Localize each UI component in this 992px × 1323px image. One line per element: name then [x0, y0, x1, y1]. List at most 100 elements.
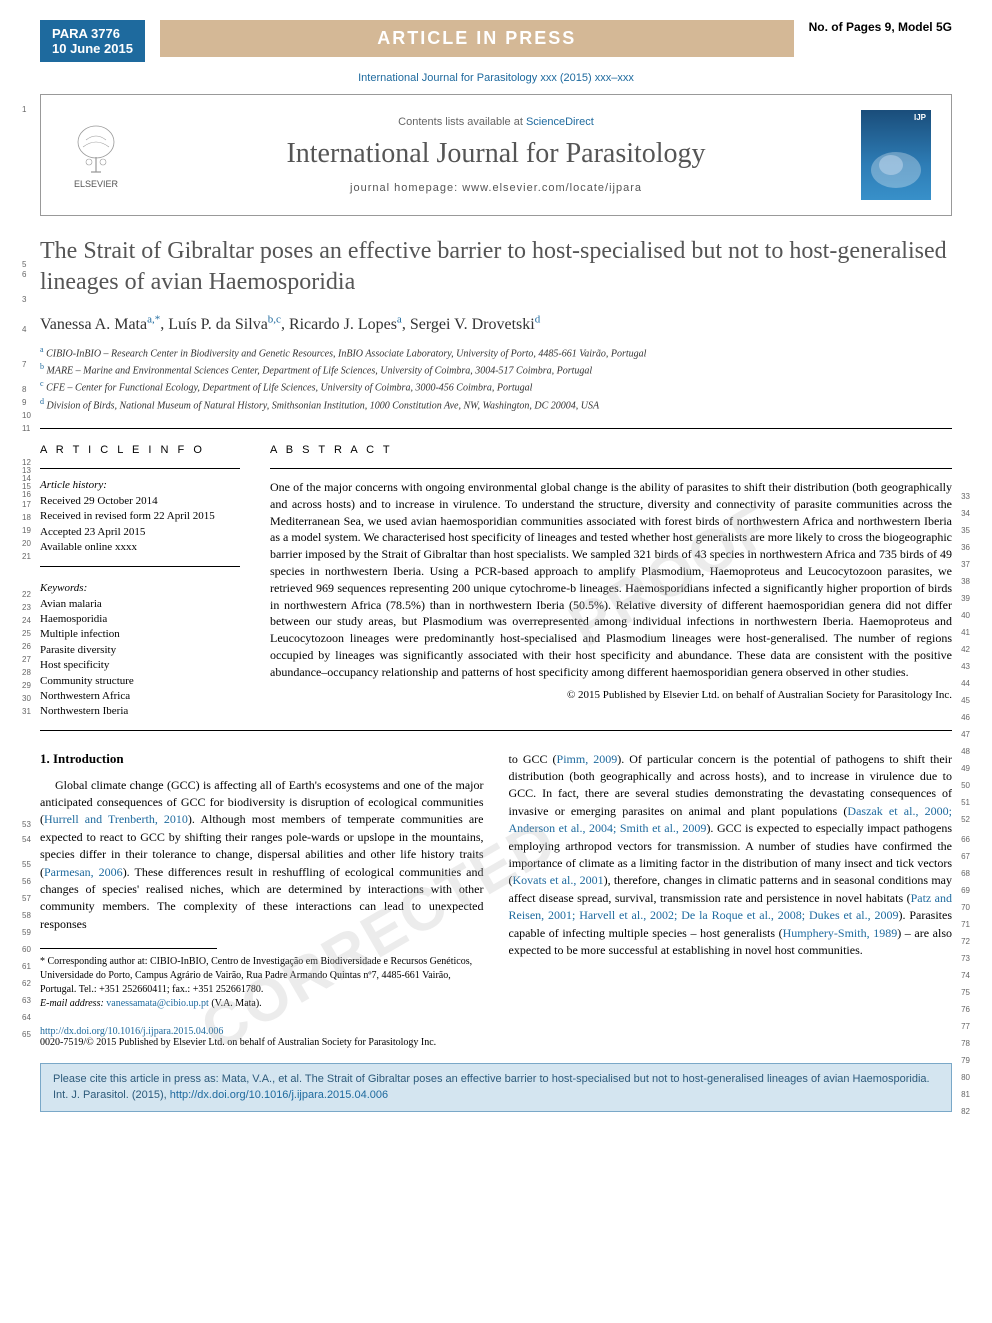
keyword-0: Avian malaria [40, 597, 240, 612]
line-num: 73 [961, 954, 970, 963]
article-info-heading: A R T I C L E I N F O [40, 444, 240, 456]
affiliation-a: a CIBIO-InBIO – Research Center in Biodi… [40, 344, 952, 361]
cite-pimm[interactable]: Pimm, 2009 [557, 752, 618, 766]
line-num: 41 [961, 628, 970, 637]
line-num: 6 [22, 270, 26, 279]
revised-date: Received in revised form 22 April 2015 [40, 509, 240, 524]
keyword-2: Multiple infection [40, 627, 240, 642]
corresponding-author-footnote: * Corresponding author at: CIBIO-InBIO, … [40, 955, 484, 997]
author-0: Vanessa A. Mataa,* [40, 316, 160, 333]
email-label: E-mail address: [40, 998, 106, 1009]
line-num: 5 [22, 260, 26, 269]
line-num: 67 [961, 852, 970, 861]
doi-link[interactable]: http://dx.doi.org/10.1016/j.ijpara.2015.… [40, 1026, 223, 1037]
line-num: 22 [22, 590, 31, 599]
line-num: 79 [961, 1056, 970, 1065]
cite-daszak[interactable]: Daszak et al., 2000; Anderson et al., 20… [509, 804, 953, 835]
line-num: 64 [22, 1013, 31, 1022]
line-num: 37 [961, 560, 970, 569]
line-num: 33 [961, 492, 970, 501]
line-num: 1 [22, 105, 26, 114]
line-num: 63 [22, 996, 31, 1005]
line-num: 40 [961, 611, 970, 620]
intro-para-2: to GCC (Pimm, 2009). Of particular conce… [509, 751, 953, 960]
abstract-heading: A B S T R A C T [270, 444, 952, 456]
cover-art-icon [861, 135, 931, 195]
line-num: 74 [961, 971, 970, 980]
affiliations: a CIBIO-InBIO – Research Center in Biodi… [40, 344, 952, 413]
doi-block: http://dx.doi.org/10.1016/j.ijpara.2015.… [40, 1026, 952, 1048]
journal-header-box: ELSEVIER Contents lists available at Sci… [40, 94, 952, 216]
line-num: 69 [961, 886, 970, 895]
line-num: 39 [961, 594, 970, 603]
divider-2 [40, 730, 952, 731]
header-date: 10 June 2015 [52, 41, 133, 56]
line-num: 18 [22, 513, 31, 522]
journal-homepage: journal homepage: www.elsevier.com/locat… [131, 182, 861, 194]
sciencedirect-link[interactable]: ScienceDirect [526, 116, 594, 128]
line-num: 71 [961, 920, 970, 929]
line-num: 75 [961, 988, 970, 997]
body-col-left: 1. Introduction Global climate change (G… [40, 751, 484, 1012]
journal-cover: IJP [861, 110, 931, 200]
line-num: 17 [22, 500, 31, 509]
journal-center: Contents lists available at ScienceDirec… [131, 116, 861, 194]
line-num: 78 [961, 1039, 970, 1048]
line-num: 52 [961, 815, 970, 824]
elsevier-logo: ELSEVIER [61, 115, 131, 195]
line-num: 76 [961, 1005, 970, 1014]
footnote-separator [40, 948, 217, 949]
cite-patz[interactable]: Patz and Reisen, 2001; Harvell et al., 2… [509, 891, 952, 922]
abstract-copyright: © 2015 Published by Elsevier Ltd. on beh… [270, 689, 952, 701]
issn-line: 0020-7519/© 2015 Published by Elsevier L… [40, 1037, 952, 1048]
line-num: 20 [22, 539, 31, 548]
line-num: 68 [961, 869, 970, 878]
elsevier-text: ELSEVIER [74, 179, 118, 189]
line-num: 42 [961, 645, 970, 654]
keywords-title: Keywords: [40, 582, 240, 594]
line-num: 66 [961, 835, 970, 844]
line-num: 82 [961, 1107, 970, 1116]
line-num: 7 [22, 360, 26, 369]
line-num: 23 [22, 603, 31, 612]
line-num: 8 [22, 385, 26, 394]
cite-parmesan[interactable]: Parmesan, 2006 [44, 865, 123, 879]
line-num: 47 [961, 730, 970, 739]
line-num: 54 [22, 835, 31, 844]
cite-humphery[interactable]: Humphery-Smith, 1989 [783, 926, 898, 940]
body-col-right: to GCC (Pimm, 2009). Of particular conce… [509, 751, 953, 1012]
cite-kovats[interactable]: Kovats et al., 2001 [513, 873, 604, 887]
line-num: 38 [961, 577, 970, 586]
history-title: Article history: [40, 479, 240, 491]
email-link[interactable]: vanessamata@cibio.up.pt [106, 998, 209, 1009]
line-num: 28 [22, 668, 31, 677]
abstract-text: One of the major concerns with ongoing e… [270, 479, 952, 681]
line-num: 30 [22, 694, 31, 703]
line-num: 27 [22, 655, 31, 664]
cite-box-link[interactable]: http://dx.doi.org/10.1016/j.ijpara.2015.… [170, 1089, 388, 1101]
line-num: 49 [961, 764, 970, 773]
keyword-1: Haemosporidia [40, 612, 240, 627]
para-code: PARA 3776 [52, 26, 133, 41]
line-num: 29 [22, 681, 31, 690]
line-num: 16 [22, 490, 31, 499]
line-num: 43 [961, 662, 970, 671]
line-num: 53 [22, 820, 31, 829]
line-num: 26 [22, 642, 31, 651]
line-num: 10 [22, 411, 31, 420]
body-columns: 1. Introduction Global climate change (G… [40, 751, 952, 1012]
line-num: 46 [961, 713, 970, 722]
line-num: 35 [961, 526, 970, 535]
info-divider-1 [40, 468, 240, 469]
contents-line: Contents lists available at ScienceDirec… [131, 116, 861, 128]
intro-heading: 1. Introduction [40, 751, 484, 767]
article-in-press-banner: ARTICLE IN PRESS [160, 20, 794, 57]
cite-hurrell[interactable]: Hurrell and Trenberth, 2010 [44, 812, 188, 826]
line-num: 36 [961, 543, 970, 552]
page-info: No. of Pages 9, Model 5G [809, 20, 952, 34]
keyword-6: Northwestern Africa [40, 689, 240, 704]
line-num: 19 [22, 526, 31, 535]
author-3: Sergei V. Drovetskid [410, 316, 540, 333]
author-1: Luís P. da Silvab,c [168, 316, 281, 333]
received-date: Received 29 October 2014 [40, 494, 240, 509]
